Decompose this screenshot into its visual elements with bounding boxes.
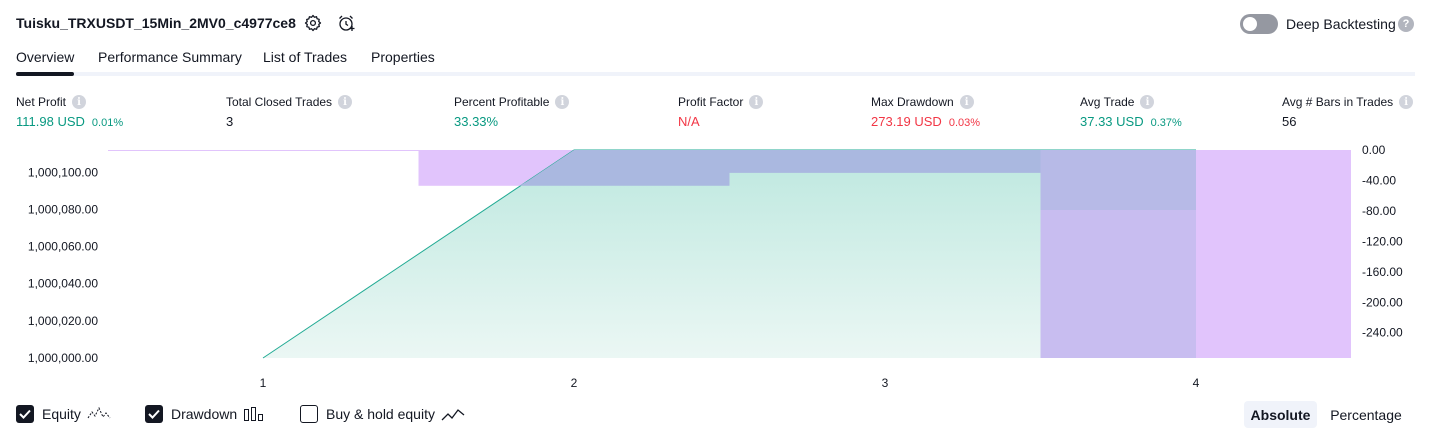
info-icon[interactable]: i bbox=[1140, 95, 1155, 109]
metric-percent: 0.01% bbox=[91, 117, 124, 129]
left-axis-tick: 1,000,100.00 bbox=[28, 165, 98, 179]
right-axis-tick: -80.00 bbox=[1362, 204, 1396, 218]
left-axis-tick: 1,000,080.00 bbox=[28, 202, 98, 216]
right-axis-tick: -120.00 bbox=[1362, 234, 1403, 248]
info-icon[interactable]: i bbox=[749, 95, 764, 109]
add-alert-icon[interactable] bbox=[337, 13, 357, 33]
equity-label: Equity bbox=[42, 406, 81, 422]
right-axis-tick: -40.00 bbox=[1362, 173, 1396, 187]
metric-value: 3 bbox=[226, 114, 234, 129]
metric-label: Profit Factor bbox=[678, 95, 744, 109]
drawdown-bars-icon bbox=[243, 406, 265, 422]
x-axis-tick: 3 bbox=[882, 376, 889, 390]
metric-value: N/A bbox=[678, 114, 700, 129]
metric-label: Total Closed Trades bbox=[226, 95, 333, 109]
metric-value: 37.33 USD bbox=[1080, 114, 1144, 129]
help-icon[interactable]: ? bbox=[1398, 16, 1414, 32]
info-icon[interactable]: i bbox=[72, 95, 87, 109]
equity-line-icon bbox=[87, 406, 111, 422]
info-icon[interactable]: i bbox=[1399, 95, 1414, 109]
equity-toggle[interactable]: Equity bbox=[16, 404, 111, 424]
left-axis-tick: 1,000,020.00 bbox=[28, 314, 98, 328]
metric-net-profit: Net Profit i 111.98 USD 0.01% bbox=[16, 94, 123, 130]
metric-total-closed-trades: Total Closed Trades i 3 bbox=[226, 94, 353, 130]
right-axis-tick: 0.00 bbox=[1362, 143, 1386, 157]
tab-overview[interactable]: Overview bbox=[16, 49, 75, 65]
tab-list-of-trades[interactable]: List of Trades bbox=[263, 49, 348, 65]
metric-label: Avg Trade bbox=[1080, 95, 1135, 109]
info-icon[interactable]: i bbox=[338, 95, 353, 109]
report-header: Tuisku_TRXUSDT_15Min_2MV0_c4977ce8 Deep … bbox=[0, 0, 1431, 44]
metric-avg-trade: Avg Trade i 37.33 USD 0.37% bbox=[1080, 94, 1182, 130]
percentage-button[interactable]: Percentage bbox=[1330, 406, 1402, 423]
left-axis-tick: 1,000,060.00 bbox=[28, 240, 98, 254]
strategy-title: Tuisku_TRXUSDT_15Min_2MV0_c4977ce8 bbox=[16, 15, 296, 31]
buy-hold-checkbox[interactable] bbox=[300, 405, 318, 423]
drawdown-equity-overlap-2 bbox=[729, 150, 1041, 173]
metric-percent: 0.37% bbox=[1150, 117, 1182, 129]
metric-value: 273.19 USD bbox=[871, 114, 942, 129]
drawdown-equity-overlap-1 bbox=[418, 150, 730, 186]
metric-label: Max Drawdown bbox=[871, 95, 954, 109]
active-tab-indicator bbox=[16, 72, 74, 76]
metric-value: 111.98 USD bbox=[16, 114, 85, 129]
info-icon[interactable]: i bbox=[555, 95, 570, 109]
right-axis-tick: -160.00 bbox=[1362, 265, 1403, 279]
equity-checkbox[interactable] bbox=[16, 405, 34, 423]
report-tabs: Overview Performance Summary List of Tra… bbox=[16, 44, 1415, 76]
metric-max-drawdown: Max Drawdown i 273.19 USD 0.03% bbox=[871, 94, 980, 130]
x-axis-tick: 4 bbox=[1193, 376, 1200, 390]
right-axis-tick: -200.00 bbox=[1362, 295, 1403, 309]
buy-hold-label: Buy & hold equity bbox=[326, 406, 435, 422]
tab-properties[interactable]: Properties bbox=[371, 49, 435, 65]
metric-label: Percent Profitable bbox=[454, 95, 550, 109]
drawdown-checkbox[interactable] bbox=[145, 405, 163, 423]
metric-label: Avg # Bars in Trades bbox=[1282, 95, 1394, 109]
drawdown-label: Drawdown bbox=[171, 406, 238, 422]
equity-drawdown-chart[interactable]: 1,000,100.00 1,000,080.00 1,000,060.00 1,00… bbox=[0, 140, 1431, 398]
tab-performance-summary[interactable]: Performance Summary bbox=[98, 49, 242, 65]
right-axis-tick: -240.00 bbox=[1362, 326, 1403, 340]
info-icon[interactable]: i bbox=[959, 95, 974, 109]
buy-hold-line-icon bbox=[441, 406, 465, 422]
drawdown-toggle[interactable]: Drawdown bbox=[145, 404, 265, 424]
left-axis-tick: 1,000,000.00 bbox=[28, 351, 98, 365]
deep-backtesting-label: Deep Backtesting bbox=[1286, 16, 1396, 32]
metric-percent: 0.03% bbox=[948, 117, 981, 129]
metric-profit-factor: Profit Factor i N/A bbox=[678, 94, 764, 130]
toggle-knob bbox=[1243, 17, 1257, 31]
left-axis-tick: 1,000,040.00 bbox=[28, 277, 98, 291]
settings-gear-icon[interactable] bbox=[303, 13, 323, 33]
absolute-button[interactable]: Absolute bbox=[1244, 401, 1317, 428]
x-axis-tick: 1 bbox=[260, 376, 267, 390]
metric-value: 56 bbox=[1282, 114, 1297, 129]
metric-label: Net Profit bbox=[16, 95, 67, 109]
deep-backtesting-toggle[interactable] bbox=[1240, 14, 1278, 34]
metric-percent-profitable: Percent Profitable i 33.33% bbox=[454, 94, 570, 130]
x-axis-tick: 2 bbox=[571, 376, 578, 390]
buy-hold-toggle[interactable]: Buy & hold equity bbox=[300, 404, 465, 424]
overlap-band bbox=[1040, 150, 1196, 210]
metric-avg-bars: Avg # Bars in Trades i 56 bbox=[1282, 94, 1414, 130]
metric-value: 33.33% bbox=[454, 114, 499, 129]
